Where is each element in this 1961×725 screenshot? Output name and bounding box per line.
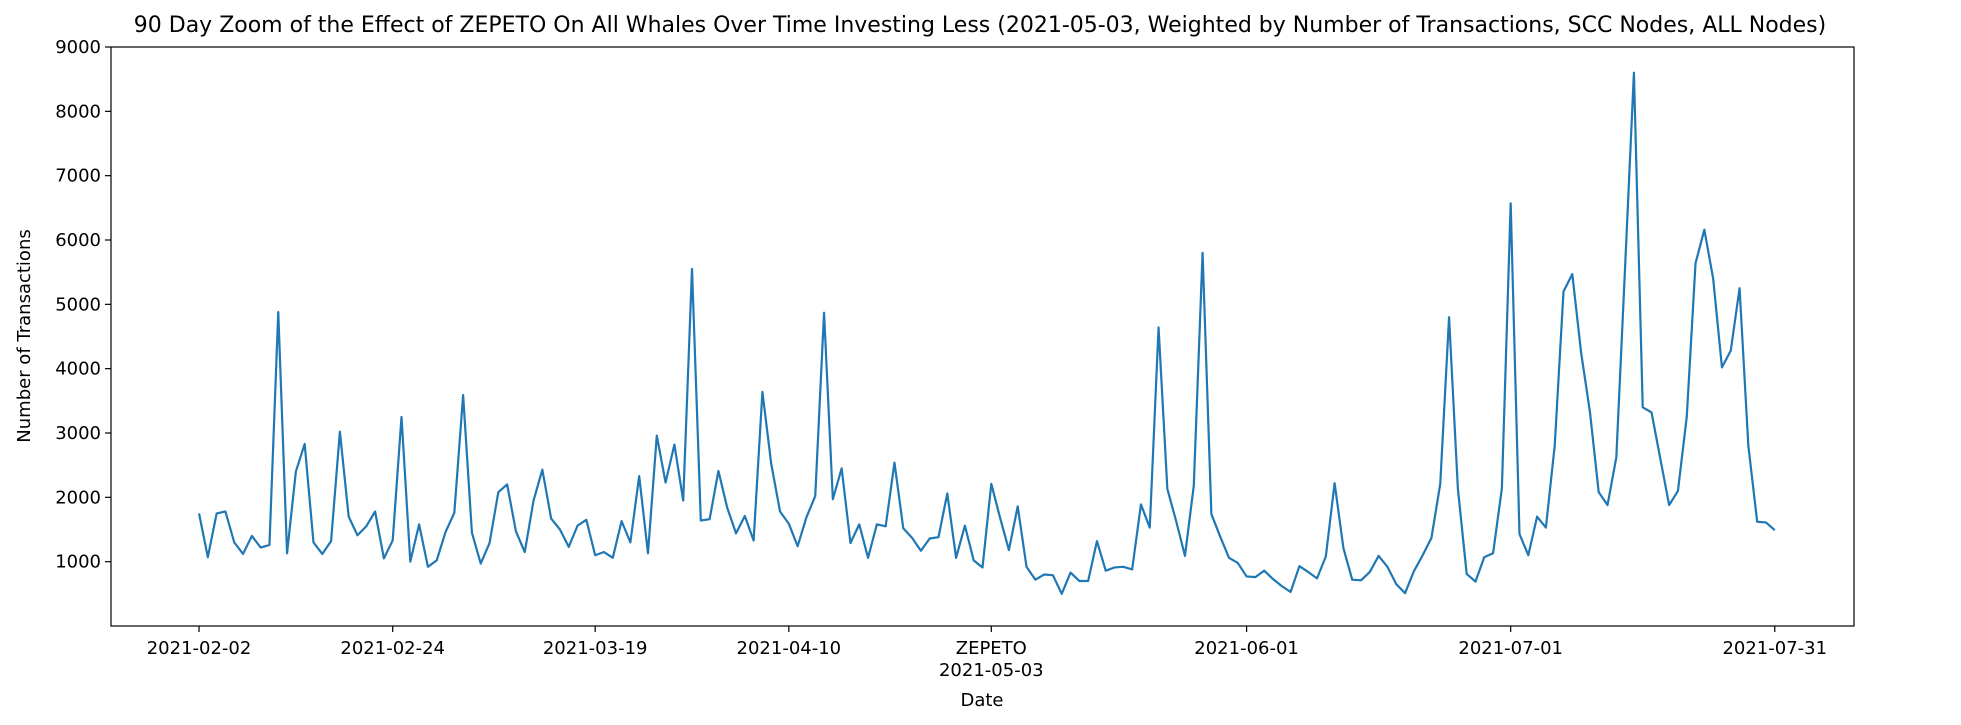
y-axis-label: Number of Transactions: [14, 229, 35, 442]
y-tick-label: 6000: [55, 230, 101, 251]
x-tick-label: 2021-07-01: [1458, 638, 1563, 659]
y-tick-label: 4000: [55, 359, 101, 380]
series-layer: [197, 71, 1776, 595]
x-tick-label: 2021-06-01: [1194, 638, 1299, 659]
y-tick-label: 3000: [55, 423, 101, 444]
y-tick-label: 9000: [55, 37, 101, 58]
x-tick-label: 2021-04-10: [737, 638, 842, 659]
x-axis-ticks: 2021-02-02 2021-02-24 2021-03-19 2021-04-10…: [147, 626, 1827, 681]
x-tick-label: 2021-05-03: [939, 660, 1044, 681]
x-tick-label: 2021-02-02: [147, 638, 252, 659]
y-tick-label: 7000: [55, 166, 101, 187]
series-line: [197, 71, 1776, 595]
x-tick-label: 2021-03-19: [543, 638, 648, 659]
plot-area-frame: [110, 46, 1855, 627]
event-marker-label: ZEPETO: [956, 638, 1027, 659]
y-tick-label: 1000: [55, 552, 101, 573]
y-tick-label: 2000: [55, 487, 101, 508]
chart-title: 90 Day Zoom of the Effect of ZEPETO On A…: [134, 13, 1826, 38]
y-axis-ticks: 1000 2000 3000 4000 5000 6000 7000 8000 9000: [55, 37, 111, 573]
x-tick-label: 2021-02-24: [340, 638, 445, 659]
x-tick-label: 2021-07-31: [1722, 638, 1827, 659]
x-axis-label: Date: [960, 690, 1003, 711]
y-tick-label: 8000: [55, 101, 101, 122]
y-tick-label: 5000: [55, 294, 101, 315]
